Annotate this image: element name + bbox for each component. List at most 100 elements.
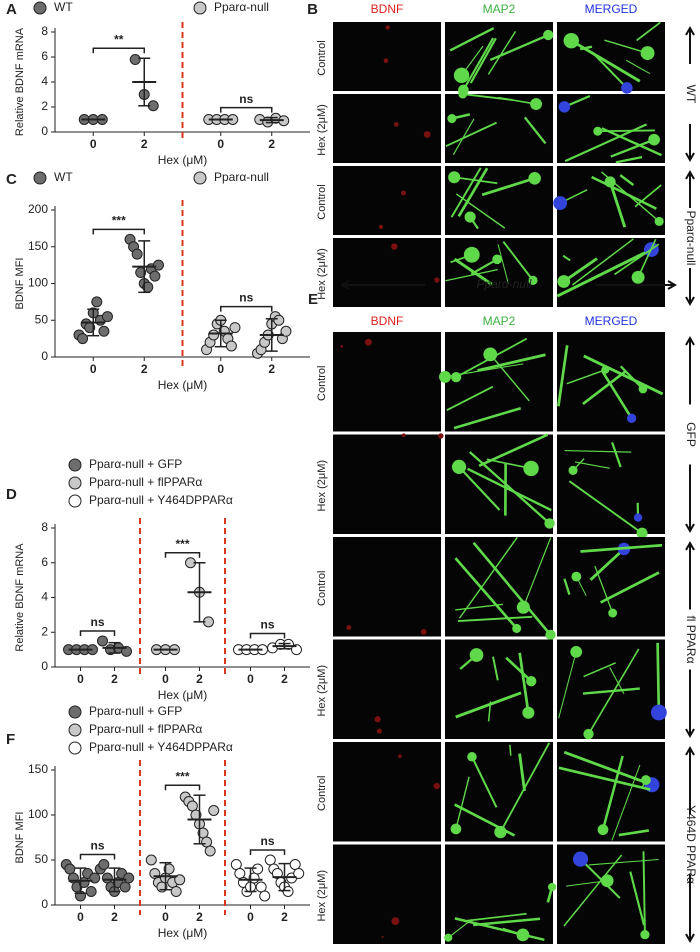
- significance-bracket: [166, 785, 200, 790]
- soma: [648, 134, 660, 146]
- signal: [382, 936, 384, 938]
- significance-bracket: [251, 634, 285, 639]
- data-point: [102, 312, 112, 322]
- soma: [598, 824, 609, 835]
- y-tick-label: 0: [41, 124, 48, 138]
- legend-swatch: [69, 742, 81, 754]
- significance-label: ns: [239, 291, 253, 305]
- micrograph: [333, 435, 441, 535]
- column-header: MAP2: [483, 2, 516, 16]
- x-tick-label: 2: [111, 672, 118, 686]
- x-axis-label: Hex (μM): [158, 926, 208, 940]
- soma: [543, 30, 553, 40]
- x-tick-label: 0: [90, 137, 97, 151]
- micrograph: [557, 537, 665, 637]
- y-tick-label: 2: [41, 99, 48, 113]
- data-point: [99, 326, 109, 336]
- legend-swatch: [69, 459, 81, 471]
- significance-label: ns: [90, 839, 104, 853]
- data-point: [146, 855, 156, 865]
- x-tick-label: 2: [281, 910, 288, 924]
- row-label: Control: [316, 366, 328, 401]
- soma: [492, 254, 502, 264]
- column-header: BDNF: [371, 314, 404, 328]
- soma: [632, 271, 645, 284]
- micrograph: [333, 845, 441, 945]
- signal: [424, 131, 431, 138]
- y-axis-label: BDNF MFI: [14, 258, 26, 310]
- x-tick-label: 2: [196, 672, 203, 686]
- significance-label: ns: [260, 834, 274, 848]
- legend-label: WT: [54, 170, 73, 184]
- data-point: [265, 855, 275, 865]
- micrograph: [445, 640, 553, 740]
- soma: [526, 676, 536, 686]
- data-point: [78, 334, 88, 344]
- soma: [444, 934, 452, 942]
- data-point: [202, 837, 212, 847]
- soma: [553, 196, 567, 210]
- soma: [564, 33, 579, 48]
- x-tick-label: 0: [217, 362, 224, 376]
- data-point: [231, 860, 241, 870]
- row-label: Control: [316, 40, 328, 75]
- soma: [601, 874, 614, 887]
- data-point: [150, 271, 160, 281]
- soma: [545, 630, 555, 640]
- row-label: Control: [316, 571, 328, 606]
- y-tick-label: 6: [41, 555, 48, 569]
- signal: [346, 625, 351, 630]
- soma: [470, 648, 484, 662]
- significance-bracket: [221, 307, 272, 312]
- soma: [448, 171, 460, 183]
- legend-swatch: [34, 172, 46, 184]
- column-header: MERGED: [585, 314, 638, 328]
- x-axis-label: Hex (μM): [158, 688, 208, 702]
- signal: [438, 433, 443, 438]
- legend-label: Pparα-null: [214, 170, 269, 184]
- legend-swatch: [69, 495, 81, 507]
- signal: [340, 345, 343, 348]
- signal: [375, 716, 381, 722]
- signal: [377, 729, 382, 734]
- significance-label: ***: [112, 214, 126, 228]
- group-label: Y464D PPARα: [684, 805, 698, 884]
- legend-swatch: [69, 477, 81, 489]
- panel-header: Pparα-null: [477, 277, 532, 291]
- soma: [458, 90, 467, 99]
- x-axis-label: Hex (μM): [158, 153, 208, 167]
- y-tick-label: 150: [28, 762, 48, 776]
- y-tick-label: 4: [41, 590, 48, 604]
- x-tick-label: 0: [247, 672, 254, 686]
- data-point: [102, 873, 112, 883]
- signal: [394, 122, 399, 127]
- neurite: [658, 643, 659, 713]
- group-label: Pparα-null: [684, 211, 698, 266]
- soma: [522, 707, 534, 719]
- micrograph: [333, 238, 441, 307]
- y-tick-label: 100: [28, 276, 48, 290]
- significance-bracket: [93, 229, 144, 234]
- panel-label: F: [6, 731, 15, 748]
- significance-label: ns: [239, 92, 253, 106]
- soma: [530, 98, 542, 110]
- data-point: [124, 873, 134, 883]
- legend-label: Pparα-null + GFP: [89, 704, 182, 718]
- soma: [571, 572, 581, 582]
- x-tick-label: 0: [90, 362, 97, 376]
- x-tick-label: 0: [162, 672, 169, 686]
- x-tick-label: 0: [77, 910, 84, 924]
- micrograph: [333, 742, 441, 842]
- data-point: [274, 315, 284, 325]
- panel-label: D: [6, 486, 17, 503]
- soma: [451, 372, 461, 382]
- signal: [391, 917, 399, 925]
- x-tick-label: 0: [217, 137, 224, 151]
- significance-bracket: [81, 855, 115, 860]
- soma: [512, 624, 521, 633]
- data-point: [99, 860, 109, 870]
- soma: [557, 275, 570, 288]
- signal: [379, 225, 383, 229]
- significance-bracket: [81, 631, 115, 636]
- data-point: [226, 341, 236, 351]
